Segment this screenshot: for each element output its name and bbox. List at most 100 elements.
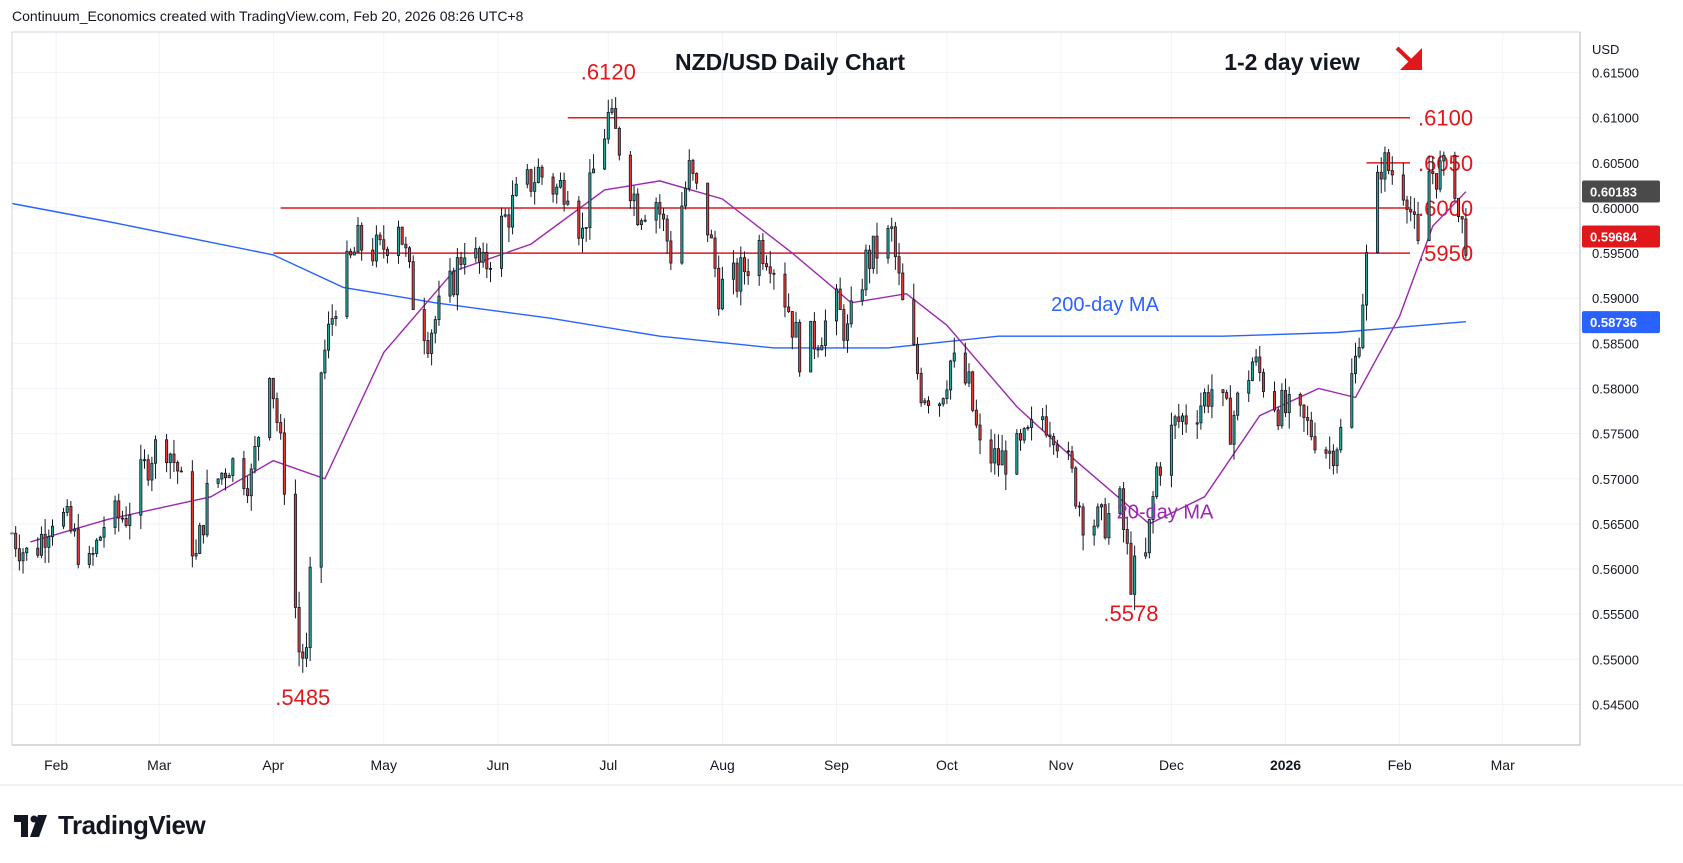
- price-badge: [1582, 311, 1660, 334]
- x-tick-label: 2026: [1270, 757, 1301, 773]
- candle-body: [713, 237, 717, 269]
- candle-body: [1383, 152, 1387, 180]
- candle-body: [360, 225, 364, 251]
- candle-body: [1019, 433, 1023, 441]
- candle-body: [1096, 506, 1100, 527]
- y-tick-label: 0.57500: [1592, 427, 1639, 442]
- candle-body: [632, 193, 636, 202]
- candle-body: [1184, 415, 1188, 425]
- candle-body: [179, 470, 183, 473]
- candle-body: [790, 311, 794, 338]
- candle-body: [474, 248, 478, 259]
- candle-body: [437, 295, 441, 321]
- price-badge: [1582, 225, 1660, 248]
- candle-body: [1228, 397, 1232, 445]
- candle-body: [665, 218, 669, 242]
- candle-body: [257, 437, 261, 447]
- candle-body: [1225, 392, 1229, 399]
- tradingview-logo-icon: [14, 814, 47, 837]
- candle-body: [938, 403, 942, 407]
- candle-body: [1302, 404, 1306, 418]
- candle-body: [798, 321, 802, 373]
- candle-body: [1350, 373, 1354, 428]
- x-tick-label: Jul: [599, 757, 617, 773]
- candle-body: [915, 343, 919, 374]
- candle-body: [842, 309, 846, 341]
- candle-body: [1122, 488, 1126, 530]
- candle-body: [875, 235, 879, 259]
- candle-body: [838, 288, 842, 310]
- candle-body: [588, 172, 592, 228]
- candle-body: [941, 398, 945, 405]
- candle-body: [1353, 355, 1357, 375]
- candle-body: [293, 493, 297, 608]
- candle-body: [1361, 304, 1365, 348]
- candle-body: [503, 214, 507, 217]
- candle-body: [14, 532, 18, 550]
- extreme-label: .5578: [1103, 601, 1158, 626]
- x-tick-label: Dec: [1159, 757, 1184, 773]
- candle-body: [334, 316, 338, 319]
- candle-body: [146, 459, 150, 481]
- candle-body: [606, 112, 610, 140]
- candle-body: [1066, 450, 1070, 453]
- candle-body: [1004, 450, 1008, 475]
- candle-body: [323, 349, 327, 374]
- candle-body: [834, 288, 838, 322]
- candle-body: [1460, 216, 1464, 220]
- candle-body: [76, 528, 80, 565]
- candle-body: [1070, 451, 1074, 469]
- candle-body: [1409, 209, 1413, 213]
- candle-body: [901, 272, 905, 301]
- candle-body: [1173, 416, 1177, 426]
- candle-body: [356, 225, 360, 253]
- candle-body: [1074, 467, 1078, 507]
- candle-body: [1331, 450, 1335, 467]
- candle-body: [974, 409, 978, 426]
- candle-body: [809, 320, 813, 373]
- candle-body: [1247, 380, 1251, 394]
- candle-body: [952, 352, 956, 362]
- candle-body: [448, 270, 452, 297]
- candle-body: [43, 533, 47, 548]
- candle-body: [231, 458, 235, 476]
- candle-body: [794, 321, 798, 338]
- candle-body: [614, 108, 618, 129]
- candle-body: [706, 182, 710, 236]
- candle-body: [1328, 450, 1332, 454]
- candle-body: [765, 263, 769, 268]
- candle-body: [39, 533, 43, 556]
- x-tick-label: Oct: [936, 757, 958, 773]
- candle-body: [919, 373, 923, 404]
- x-tick-label: Apr: [262, 757, 284, 773]
- candle-body: [120, 517, 124, 520]
- candle-body: [680, 205, 684, 264]
- candle-body: [746, 271, 750, 276]
- candle-body: [194, 553, 198, 557]
- candle-body: [1118, 488, 1122, 514]
- candle-body: [371, 249, 375, 262]
- tradingview-logo[interactable]: TradingView: [14, 810, 206, 841]
- candle-body: [1376, 171, 1380, 253]
- candle-body: [426, 340, 430, 354]
- candle-body: [411, 261, 415, 310]
- candle-body: [1416, 213, 1420, 242]
- candle-body: [455, 257, 459, 296]
- candle-body: [993, 448, 997, 464]
- candle-body: [1206, 392, 1210, 407]
- candle-body: [886, 227, 890, 259]
- candle-body: [558, 179, 562, 188]
- candle-body: [1221, 389, 1225, 394]
- candle-body: [385, 248, 389, 256]
- candle-body: [21, 552, 25, 562]
- candle-body: [485, 252, 489, 270]
- candle-body: [62, 511, 66, 527]
- nzdusd-chart[interactable]: .6100 .6050 .6000 .5950 0.61500 0.61000 0.605…: [0, 0, 1683, 800]
- level-label: .6100: [1418, 106, 1473, 131]
- candle-body: [1099, 504, 1104, 508]
- candle-body: [1158, 466, 1162, 476]
- candle-body: [687, 160, 691, 189]
- candle-body: [168, 453, 172, 464]
- candle-body: [1144, 552, 1148, 557]
- candle-body: [1015, 433, 1019, 475]
